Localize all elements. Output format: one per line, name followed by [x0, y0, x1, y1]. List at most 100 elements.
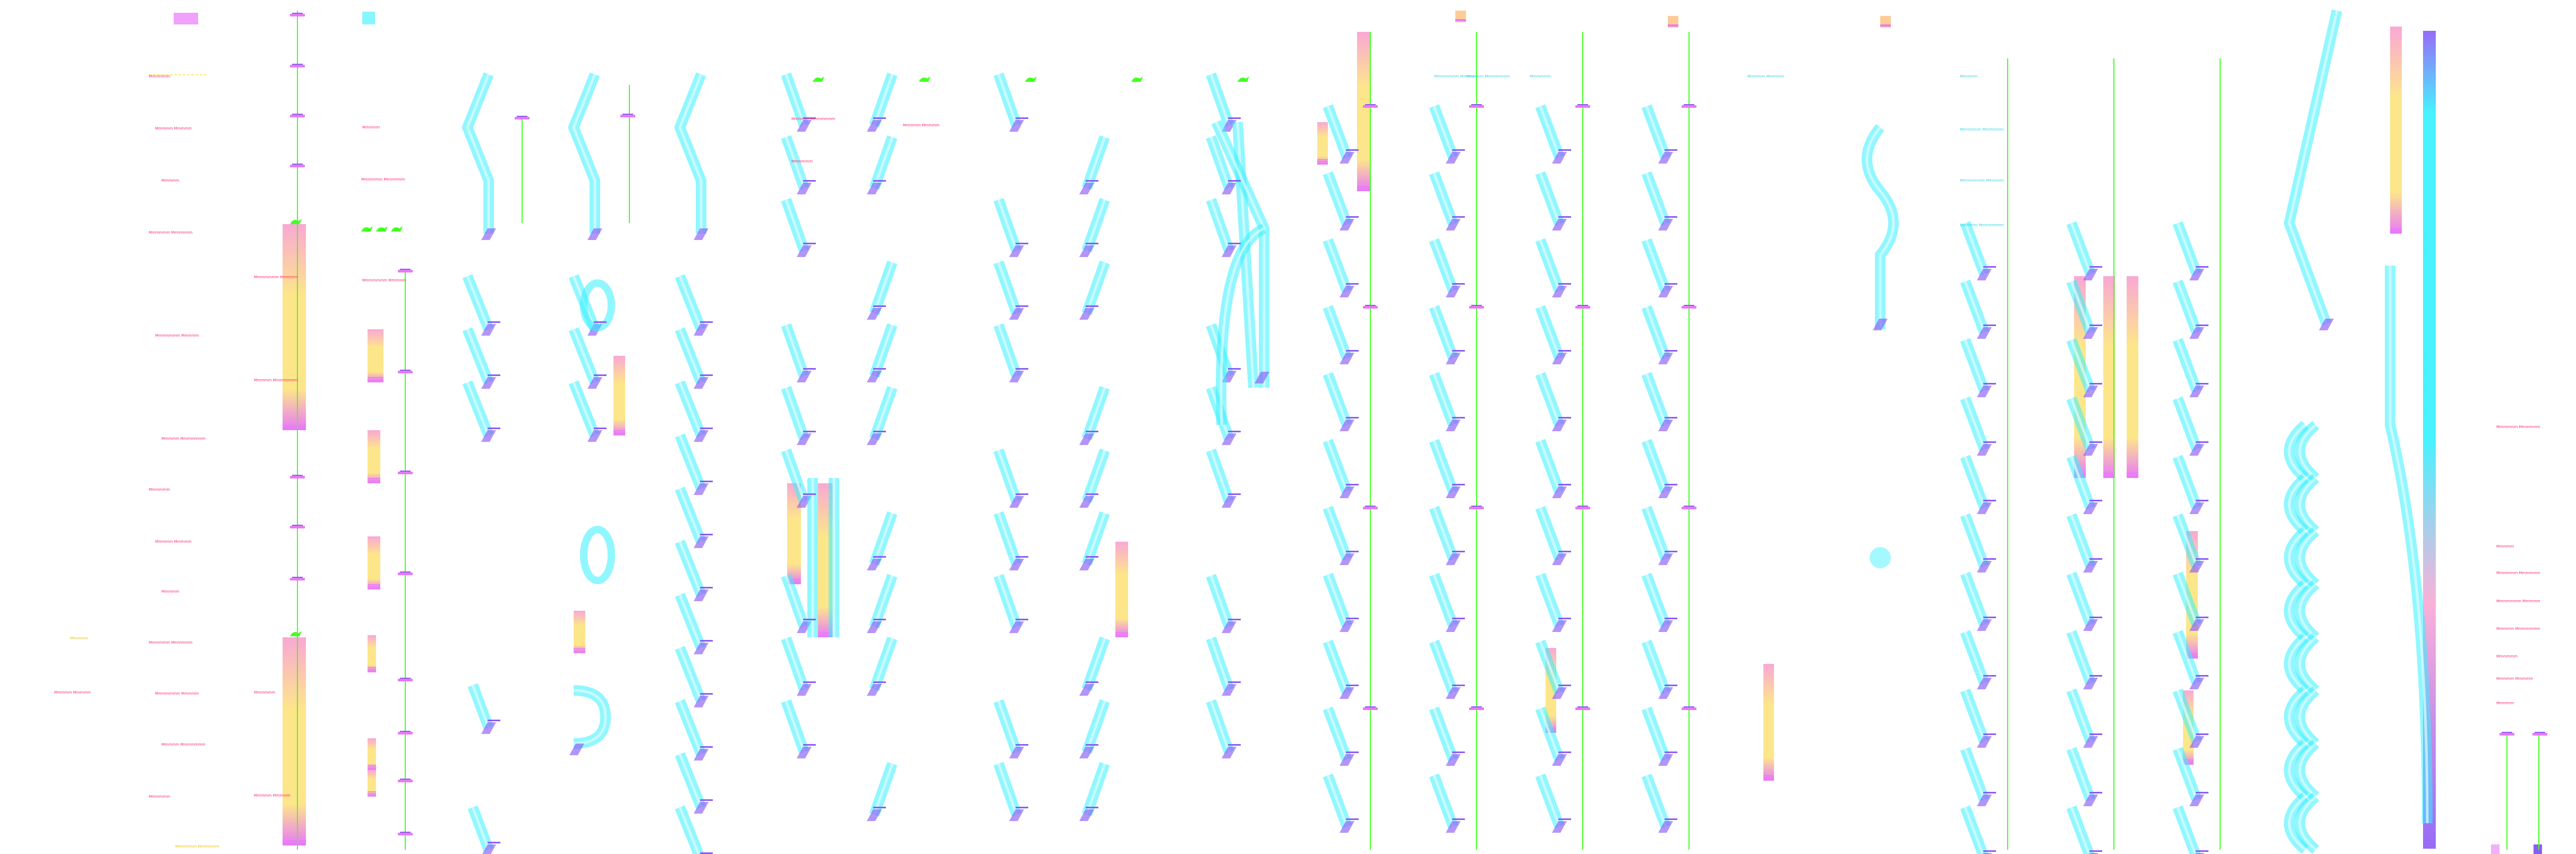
- violet-tab: [292, 114, 303, 115]
- tick-marker: [2196, 324, 2208, 326]
- tube-end-cap: [1079, 747, 1094, 758]
- green-glyph: [1025, 76, 1037, 82]
- magenta-node: [1469, 105, 1484, 108]
- tick-marker: [1452, 818, 1465, 820]
- node-label: Mmmmm Mmmmm: [155, 126, 192, 131]
- cyan-tube-core: [1964, 807, 1984, 854]
- tick-marker: [873, 368, 886, 370]
- bar-stripe: [368, 765, 376, 766]
- tube-end-cap: [1340, 553, 1354, 565]
- tube-end-cap: [1222, 496, 1236, 508]
- tick-marker: [873, 431, 886, 432]
- tube-end-cap: [694, 430, 709, 442]
- magenta-node: [290, 165, 305, 167]
- tube-end-cap: [694, 802, 709, 814]
- tick-marker: [1558, 484, 1571, 485]
- bar-stripe: [368, 379, 383, 380]
- tick-marker: [1983, 733, 1996, 735]
- tick-marker: [1086, 744, 1098, 746]
- tube-end-cap: [1009, 371, 1024, 382]
- tube-end-cap: [1340, 821, 1354, 833]
- tube-end-cap: [2083, 795, 2098, 806]
- tick-marker: [1558, 751, 1571, 753]
- cyan-tube-core: [1209, 638, 1231, 690]
- tube-end-cap: [1009, 747, 1024, 758]
- cyan-tube-core: [1964, 398, 1986, 450]
- dash-mark: [183, 74, 185, 75]
- cyan-tube-core: [873, 74, 894, 126]
- cyan-tube-core: [1085, 763, 1106, 815]
- magenta-node: [1575, 707, 1590, 710]
- tube-end-cap: [1009, 120, 1024, 132]
- tube-end-cap: [2189, 444, 2204, 456]
- tube-end-cap: [1552, 286, 1567, 297]
- gradient-bar: [613, 356, 625, 435]
- cyan-tube-core: [678, 435, 703, 489]
- tube-end-cap: [481, 430, 496, 442]
- tick-marker: [1346, 350, 1359, 352]
- cyan-tube-core: [2070, 690, 2092, 742]
- cyan-tube-core: [1085, 450, 1106, 502]
- cyan-tube-core: [2288, 689, 2306, 745]
- violet-tab: [292, 164, 303, 165]
- tick-marker: [1452, 417, 1465, 419]
- tick-marker: [700, 534, 713, 535]
- cyan-tube-core: [1326, 574, 1349, 626]
- magenta-node: [2532, 733, 2547, 736]
- gradient-bar: [2103, 276, 2115, 478]
- tick-marker: [700, 640, 713, 642]
- tick-marker: [1228, 744, 1241, 746]
- cyan-tube-core: [2176, 631, 2198, 684]
- cyan-tube-core: [2176, 748, 2198, 800]
- magenta-node: [290, 115, 305, 117]
- violet-tab: [400, 832, 411, 833]
- tick-marker: [700, 693, 713, 695]
- cyan-tube-core: [2389, 266, 2429, 824]
- cyan-tube-core: [1539, 306, 1561, 358]
- violet-tab: [1684, 104, 1694, 105]
- cyan-tube-core: [2298, 424, 2317, 479]
- bar-stripe: [283, 426, 306, 428]
- cyan-tube-core: [1432, 641, 1455, 693]
- tick-marker: [1452, 618, 1465, 619]
- tick-marker: [1016, 744, 1028, 746]
- tube-end-cap: [1658, 486, 1673, 498]
- tube-end-cap: [867, 559, 882, 570]
- violet-tab: [292, 475, 303, 476]
- tick-marker: [1983, 792, 1996, 793]
- tube-end-cap: [1340, 620, 1354, 632]
- cyan-tube-core: [1326, 106, 1349, 158]
- tick-marker: [1228, 368, 1241, 370]
- magenta-node: [1469, 507, 1484, 509]
- tube-end-cap: [2083, 269, 2098, 280]
- tick-marker: [1016, 117, 1028, 119]
- green-glyph: [391, 226, 403, 232]
- node-label: Mmmmm Mmmmm: [903, 123, 940, 127]
- tick-marker: [803, 619, 816, 620]
- node-label: Mmmmm Mmmmmmm: [1466, 74, 1510, 79]
- tube-end-cap: [1340, 687, 1354, 699]
- tube-end-cap: [797, 120, 812, 132]
- bar-stripe: [368, 377, 383, 378]
- tube-end-cap: [2189, 386, 2204, 397]
- tube-end-cap: [2083, 736, 2098, 748]
- tick-marker: [2089, 733, 2102, 735]
- gradient-bar: [1763, 664, 1774, 781]
- tick-marker: [2089, 850, 2102, 852]
- node-label: Mmmmm Mmmmm: [54, 690, 91, 695]
- gradient-bar: [368, 536, 380, 590]
- tube-end-cap: [1552, 219, 1567, 230]
- dash-mark: [187, 74, 190, 75]
- node-label: Mmmmm Mmmmmmm: [161, 437, 206, 441]
- cyan-tube-core: [1085, 638, 1106, 690]
- tick-marker: [594, 374, 607, 376]
- cyan-tube-core: [1645, 641, 1667, 693]
- tube-end-cap: [1340, 219, 1354, 230]
- tick-marker: [1346, 283, 1359, 285]
- tube-end-cap: [481, 228, 496, 240]
- tick-marker: [1016, 807, 1028, 808]
- tick-marker: [1665, 216, 1677, 218]
- violet-tab: [400, 471, 411, 472]
- cyan-tube-core: [2176, 398, 2198, 450]
- tube-end-cap: [1009, 809, 1024, 821]
